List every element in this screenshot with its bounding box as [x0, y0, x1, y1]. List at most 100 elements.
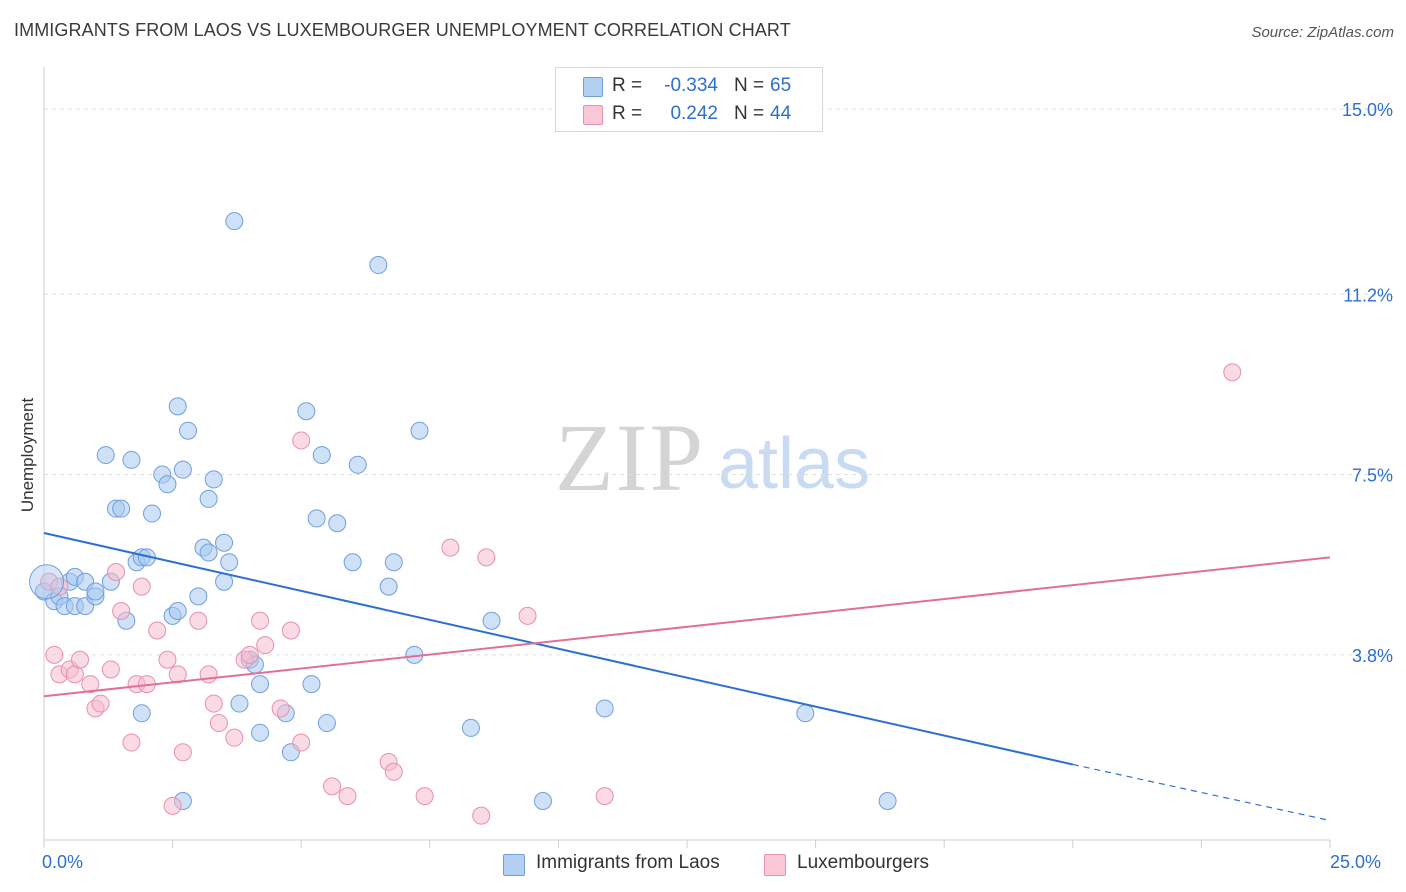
laos-swatch: [583, 77, 603, 97]
laos-point: [173, 460, 192, 479]
luxembourger-point: [163, 796, 182, 815]
laos-legend-label: Immigrants from Laos: [536, 852, 720, 873]
laos-point: [369, 256, 388, 275]
y-tick-label: 11.2%: [1343, 285, 1393, 305]
laos-point: [317, 714, 336, 733]
laos-trend-extension: [1072, 763, 1331, 822]
y-tick-label: 7.5%: [1352, 466, 1393, 486]
laos-point: [343, 553, 362, 572]
laos-point: [230, 694, 249, 713]
luxembourger-point: [384, 762, 403, 781]
n-value: 44: [770, 103, 792, 124]
luxembourger-point: [112, 601, 131, 620]
luxembourger-point: [204, 694, 223, 713]
laos-point: [878, 792, 897, 811]
r-value: -0.334: [664, 75, 718, 96]
laos-trend-line: [43, 532, 1074, 766]
luxembourger-point: [81, 675, 100, 694]
laos-point: [122, 450, 141, 469]
watermark-atlas: atlas: [718, 424, 870, 504]
r-label: R =: [612, 103, 643, 124]
laos-point: [251, 723, 270, 742]
laos-point: [796, 704, 815, 723]
luxembourgers-legend-swatch: [764, 854, 786, 876]
laos-point: [307, 509, 326, 528]
luxembourger-point: [168, 665, 187, 684]
luxembourger-point: [158, 650, 177, 669]
laos-legend-swatch: [503, 854, 525, 876]
luxembourger-point: [251, 611, 270, 630]
luxembourgers-swatch: [583, 105, 603, 125]
luxembourger-point: [595, 787, 614, 806]
laos-point: [482, 611, 501, 630]
luxembourger-trend-line: [43, 556, 1331, 698]
n-label: N =: [734, 75, 765, 96]
luxembourger-point: [199, 665, 218, 684]
laos-point: [461, 718, 480, 737]
laos-point: [158, 475, 177, 494]
laos-point: [112, 499, 131, 518]
luxembourger-point: [209, 714, 228, 733]
luxembourger-point: [107, 563, 126, 582]
y-axis-label: Unemployment: [18, 397, 37, 513]
laos-point: [96, 446, 115, 465]
laos-point: [379, 577, 398, 596]
luxembourger-point: [281, 621, 300, 640]
luxembourger-point: [122, 733, 141, 752]
luxembourger-point: [271, 699, 290, 718]
luxembourger-point: [292, 431, 311, 450]
luxembourger-point: [477, 548, 496, 567]
watermark-zip: ZIP: [555, 404, 705, 511]
laos-point: [132, 704, 151, 723]
x-tick-max: 25.0%: [1330, 852, 1382, 872]
luxembourger-point: [189, 611, 208, 630]
luxembourger-point: [323, 777, 342, 796]
laos-point: [215, 533, 234, 552]
correlation-legend: R = -0.334 N = 65 R = 0.242 N = 44: [555, 67, 823, 132]
laos-point: [199, 543, 218, 562]
luxembourger-point: [441, 538, 460, 557]
luxembourger-point: [472, 806, 491, 825]
laos-point-large: [29, 564, 65, 600]
luxembourger-point: [91, 694, 110, 713]
laos-point: [86, 582, 105, 601]
x-tick-min: 0.0%: [42, 852, 84, 872]
laos-point: [251, 675, 270, 694]
laos-point: [533, 792, 552, 811]
luxembourger-point: [292, 733, 311, 752]
r-value: 0.242: [670, 103, 718, 124]
luxembourger-point: [415, 787, 434, 806]
n-value: 65: [770, 75, 792, 96]
laos-point: [410, 421, 429, 440]
laos-point: [179, 421, 198, 440]
luxembourgers-legend-label: Luxembourgers: [797, 852, 930, 873]
r-label: R =: [612, 75, 643, 96]
laos-point: [312, 446, 331, 465]
luxembourger-point: [225, 728, 244, 747]
luxembourger-point: [71, 650, 90, 669]
luxembourger-point: [148, 621, 167, 640]
chart-title: IMMIGRANTS FROM LAOS VS LUXEMBOURGER UNE…: [14, 20, 791, 40]
laos-point: [168, 601, 187, 620]
luxembourger-point: [240, 645, 259, 664]
laos-point: [328, 514, 347, 533]
laos-point: [189, 587, 208, 606]
laos-point: [348, 455, 367, 474]
laos-point: [143, 504, 162, 523]
luxembourger-point: [338, 787, 357, 806]
laos-point: [595, 699, 614, 718]
luxembourger-point: [1223, 363, 1242, 382]
luxembourger-point: [45, 645, 64, 664]
luxembourger-point: [518, 606, 537, 625]
y-tick-label: 15.0%: [1342, 100, 1393, 120]
luxembourger-point: [101, 660, 120, 679]
laos-point: [225, 212, 244, 231]
laos-point: [297, 402, 316, 421]
luxembourger-point: [132, 577, 151, 596]
luxembourger-point: [173, 743, 192, 762]
laos-point: [220, 553, 239, 572]
laos-point: [204, 470, 223, 489]
laos-point: [302, 675, 321, 694]
n-label: N =: [734, 103, 765, 124]
